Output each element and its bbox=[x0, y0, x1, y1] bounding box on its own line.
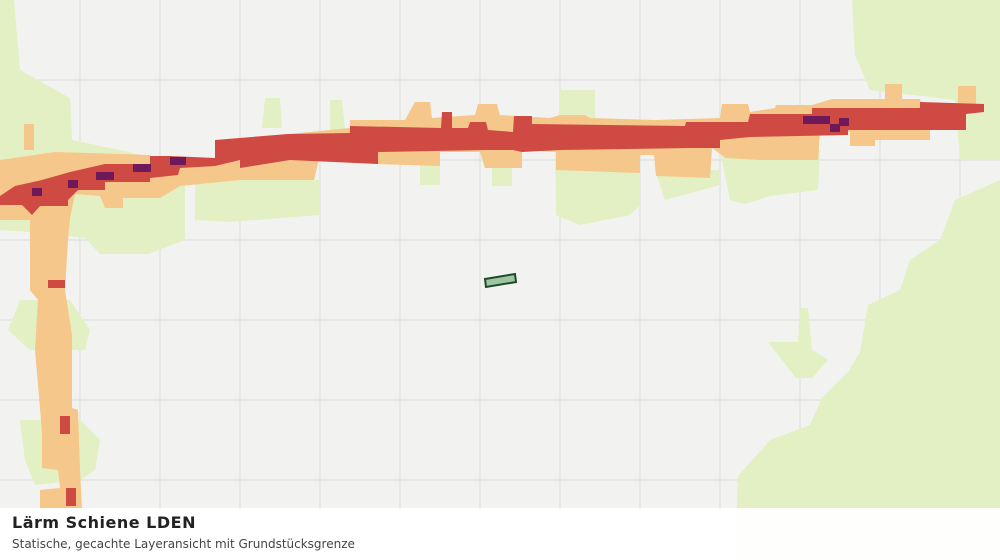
noise-high-shape bbox=[0, 102, 984, 215]
noise-medium-shape bbox=[958, 86, 976, 104]
noise-very-high-shape bbox=[133, 164, 151, 172]
noise-low-shape bbox=[720, 150, 820, 204]
noise-very-high-shape bbox=[32, 188, 42, 196]
noise-high-shape bbox=[60, 416, 70, 434]
noise-low-shape bbox=[262, 98, 282, 128]
noise-low-shape bbox=[330, 100, 345, 132]
noise-very-high-shape bbox=[170, 157, 186, 165]
noise-medium bbox=[0, 84, 976, 508]
parcel-boundary bbox=[483, 272, 518, 289]
noise-very-high-shape bbox=[68, 180, 78, 188]
layer-title: Lärm Schiene LDEN bbox=[12, 513, 196, 532]
noise-very-high bbox=[32, 116, 849, 196]
noise-low-shape bbox=[735, 180, 1000, 560]
noise-low-shape bbox=[768, 308, 828, 378]
caption-panel: Lärm Schiene LDEN Statische, gecachte La… bbox=[0, 508, 1000, 560]
noise-low-shape bbox=[195, 180, 320, 222]
noise-high bbox=[0, 102, 984, 506]
noise-medium-shape bbox=[885, 84, 902, 100]
noise-high-shape bbox=[66, 488, 76, 506]
noise-very-high-shape bbox=[839, 118, 849, 126]
noise-very-high-shape bbox=[830, 124, 840, 132]
noise-high-shape bbox=[48, 280, 65, 288]
noise-very-high-shape bbox=[803, 116, 830, 124]
layer-subtitle: Statische, gecachte Layeransicht mit Gru… bbox=[12, 537, 355, 551]
noise-very-high-shape bbox=[96, 172, 114, 180]
noise-medium-shape bbox=[24, 124, 34, 150]
